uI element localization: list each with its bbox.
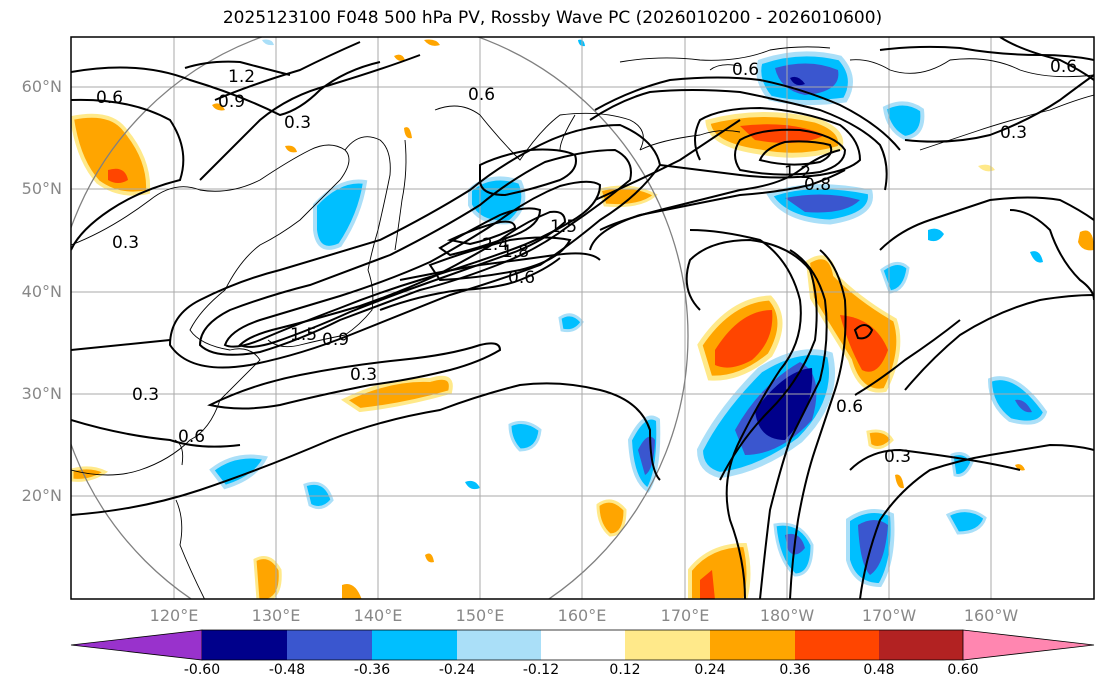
map-frame [70, 36, 1095, 600]
colorbar-label: -0.12 [522, 662, 560, 678]
contour-label: 0.9 [322, 330, 349, 350]
colorbar-label: -0.60 [183, 662, 221, 678]
contour-label: 2.4 [482, 235, 509, 255]
positive-anomaly-shading [71, 39, 1094, 599]
contour-labels: 1.2 0.9 0.6 0.3 0.6 0.6 0.6 1.2 0.8 0.3 … [96, 57, 1077, 467]
colorbar-label: -0.24 [438, 662, 476, 678]
pv-contours [71, 37, 1094, 599]
lon-label: 130°E [251, 606, 301, 625]
graticule [71, 37, 1094, 599]
contour-label: 1.5 [290, 325, 317, 345]
map-title: 2025123100 F048 500 hPa PV, Rossby Wave … [222, 8, 883, 28]
contour-label: 0.3 [350, 365, 377, 385]
colorbar-extend-low [70, 629, 203, 661]
contour-label: 0.3 [284, 113, 311, 133]
colorbar-label: 0.48 [863, 662, 895, 678]
lon-label: 120°E [149, 606, 199, 625]
colorbar [70, 629, 1095, 661]
contour-label: 1.2 [228, 67, 255, 87]
lat-label: 30°N [21, 384, 62, 403]
coastlines [71, 46, 1094, 599]
lat-label: 60°N [21, 77, 62, 96]
lat-label: 20°N [21, 486, 62, 505]
colorbar-label: 0.60 [947, 662, 979, 678]
contour-label: 0.6 [1050, 57, 1077, 77]
colorbar-swatch [625, 630, 710, 660]
contour-label: 0.3 [112, 233, 139, 253]
contour-label: 1.8 [502, 242, 529, 262]
colorbar-swatch [795, 630, 879, 660]
colorbar-label: 0.24 [694, 662, 726, 678]
contour-label: 0.6 [836, 397, 863, 417]
colorbar-label: -0.36 [353, 662, 391, 678]
lat-label: 50°N [21, 179, 62, 198]
colorbar-label: 0.12 [609, 662, 641, 678]
contour-label: 0.6 [732, 60, 759, 80]
contour-label: 0.6 [96, 88, 123, 108]
contour-label: 0.8 [804, 175, 831, 195]
colorbar-extend-high [962, 629, 1095, 661]
colorbar-swatch [202, 630, 287, 660]
contour-label: 0.3 [1000, 123, 1027, 143]
lon-label: 140°E [353, 606, 403, 625]
contour-label: 0.3 [132, 385, 159, 405]
contour-label: 0.6 [178, 427, 205, 447]
contour-label: 0.6 [468, 85, 495, 105]
lon-label: 150°E [455, 606, 505, 625]
lon-label: 160°W [963, 606, 1019, 625]
lon-label: 180°W [759, 606, 815, 625]
colorbar-swatch [287, 630, 372, 660]
contour-label: 1.5 [550, 217, 577, 237]
colorbar-swatch [457, 630, 541, 660]
contour-label: 0.3 [884, 447, 911, 467]
colorbar-label: 0.36 [779, 662, 811, 678]
colorbar-swatch [710, 630, 795, 660]
reference-circle [71, 37, 689, 599]
lon-label: 170°W [861, 606, 917, 625]
lon-label: 160°E [557, 606, 607, 625]
lon-label: 170°E [660, 606, 710, 625]
lat-label: 40°N [21, 282, 62, 301]
contour-label: 0.9 [218, 92, 245, 112]
contour-label: 1.2 [784, 163, 811, 183]
colorbar-swatch [879, 630, 963, 660]
contour-label: 0.6 [508, 268, 535, 288]
colorbar-label: -0.48 [268, 662, 306, 678]
colorbar-swatch [541, 630, 625, 660]
colorbar-swatch [372, 630, 457, 660]
